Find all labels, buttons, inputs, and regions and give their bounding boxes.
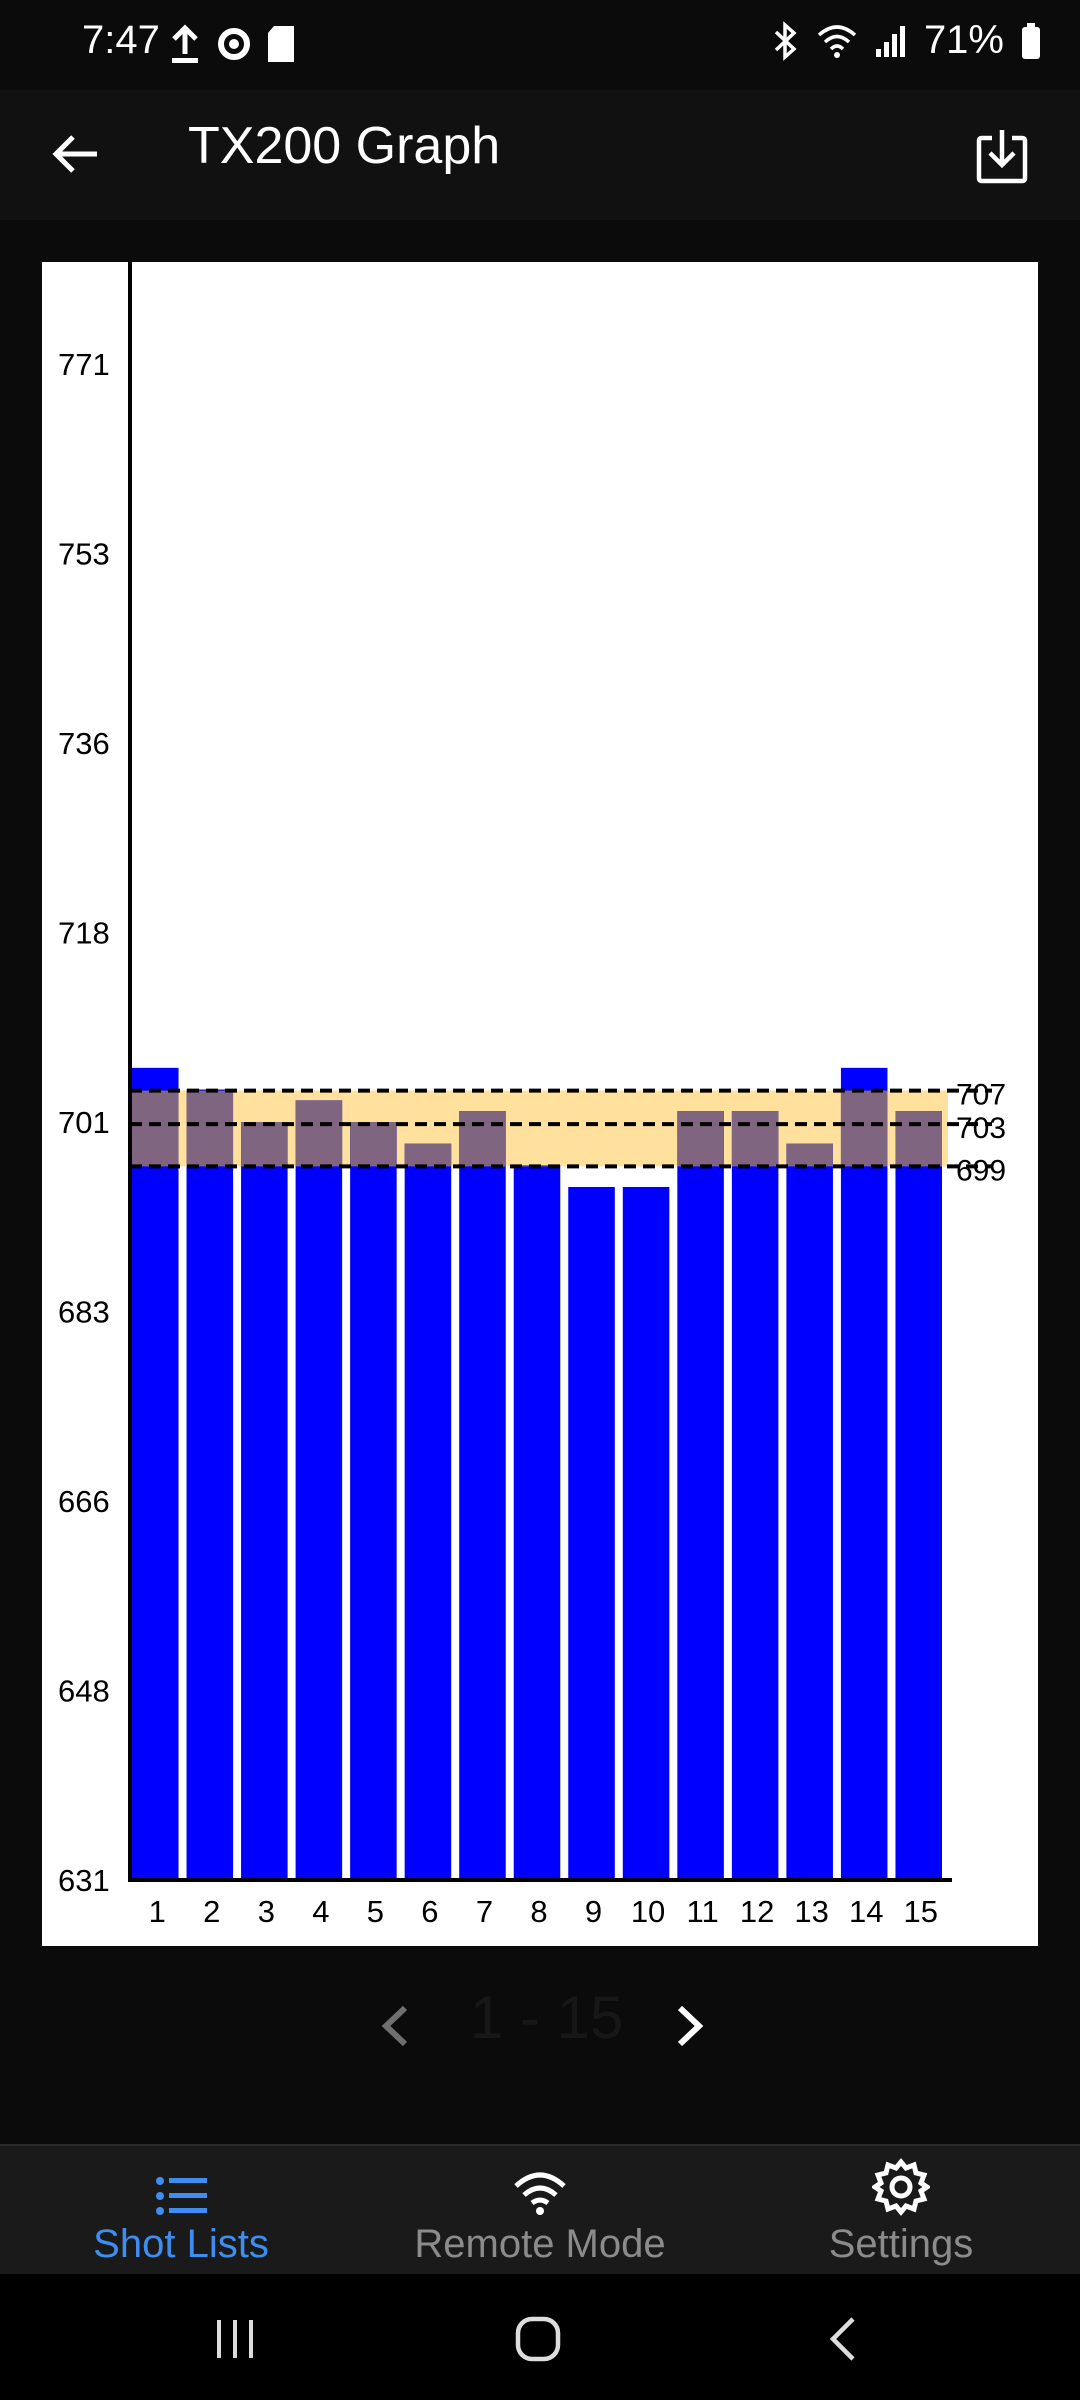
x-tick-label: 15 xyxy=(903,1894,937,1929)
bar xyxy=(241,1122,288,1880)
sync-icon xyxy=(218,28,250,60)
bottom-navigation: Shot Lists Remote Mode Settings xyxy=(0,2144,1080,2276)
bar xyxy=(459,1111,506,1880)
pager-label: 1 - 15 xyxy=(470,1984,624,2051)
list-icon xyxy=(156,2177,207,2215)
reference-line-label: 707 xyxy=(956,1079,1006,1112)
pager: 1 - 15 xyxy=(0,1965,1080,2075)
nav-settings[interactable]: Settings xyxy=(751,2146,1051,2276)
wifi-icon xyxy=(817,24,857,58)
bar-band-overlap xyxy=(677,1111,724,1167)
nav-settings-label: Settings xyxy=(828,2222,974,2266)
reference-line-label: 703 xyxy=(956,1112,1006,1145)
bar-band-overlap xyxy=(241,1122,288,1167)
status-left-icons xyxy=(168,22,296,66)
x-tick-label: 12 xyxy=(740,1894,774,1929)
bar xyxy=(840,1067,888,1880)
upload-icon xyxy=(172,24,198,63)
bar xyxy=(895,1111,942,1880)
signal-icon xyxy=(875,25,905,57)
reference-line-label: 699 xyxy=(956,1154,1006,1187)
bar xyxy=(186,1089,234,1880)
bar xyxy=(731,1111,779,1880)
bar xyxy=(132,1067,179,1880)
nav-remote-mode-label: Remote Mode xyxy=(414,2222,666,2266)
bar-band-overlap xyxy=(350,1122,397,1167)
pager-prev-button[interactable] xyxy=(360,1991,430,2061)
status-right: 71% xyxy=(770,18,1042,63)
bar xyxy=(677,1111,724,1880)
battery-icon xyxy=(1022,22,1040,59)
recent-apps-button[interactable] xyxy=(195,2304,275,2374)
y-tick-label: 631 xyxy=(58,1863,110,1898)
bar-band-overlap xyxy=(295,1100,343,1167)
x-tick-label: 7 xyxy=(476,1894,493,1929)
back-button[interactable] xyxy=(40,118,112,190)
x-tick-label: 10 xyxy=(631,1894,665,1929)
x-tick-label: 5 xyxy=(367,1894,384,1929)
download-icon xyxy=(976,130,1028,184)
status-time: 7:47 xyxy=(82,18,160,62)
bar-band-overlap xyxy=(786,1143,833,1167)
x-tick-label: 6 xyxy=(421,1894,438,1929)
y-tick-label: 771 xyxy=(58,347,110,382)
bar-band-overlap xyxy=(404,1143,452,1167)
y-tick-label: 648 xyxy=(58,1674,110,1709)
arrow-left-icon xyxy=(52,135,97,173)
download-button[interactable] xyxy=(960,114,1044,198)
y-tick-label: 736 xyxy=(58,726,110,761)
bar-band-overlap xyxy=(840,1090,888,1167)
nav-shot-lists-label: Shot Lists xyxy=(93,2222,269,2266)
y-tick-label: 753 xyxy=(58,537,110,572)
gear-icon xyxy=(872,2158,930,2216)
bar-band-overlap xyxy=(731,1111,779,1167)
x-tick-label: 9 xyxy=(585,1894,602,1929)
battery-level: 71% xyxy=(923,18,1004,62)
bar xyxy=(513,1165,561,1880)
x-tick-label: 11 xyxy=(687,1894,719,1929)
pager-next-button[interactable] xyxy=(655,1991,725,2061)
x-tick-label: 14 xyxy=(849,1894,883,1929)
app-bar: TX200 Graph xyxy=(0,90,1080,220)
status-bar: 7:47 71% xyxy=(0,0,1080,90)
system-back-button[interactable] xyxy=(802,2304,882,2374)
bluetooth-icon xyxy=(774,20,797,61)
bar xyxy=(622,1186,670,1880)
content-area: 707 703 699 771 753 736 718 701 683 666 648 631 1 2 3 4… xyxy=(0,220,1080,2144)
home-button[interactable] xyxy=(498,2304,578,2374)
bar xyxy=(568,1186,615,1880)
chevron-left-icon xyxy=(381,2005,408,2047)
x-tick-label: 2 xyxy=(203,1894,220,1929)
chevron-right-icon xyxy=(677,2005,704,2047)
home-icon xyxy=(515,2316,561,2362)
x-tick-label: 1 xyxy=(149,1894,166,1929)
wifi-icon xyxy=(514,2172,566,2215)
bar-band-overlap xyxy=(186,1090,234,1167)
nav-shot-lists[interactable]: Shot Lists xyxy=(31,2146,331,2276)
x-tick-label: 3 xyxy=(258,1894,275,1929)
chart-container: 707 703 699 771 753 736 718 701 683 666 648 631 1 2 3 4… xyxy=(42,262,1038,1946)
page-title: TX200 Graph xyxy=(188,117,501,175)
bar-band-overlap xyxy=(895,1111,942,1167)
x-tick-label: 8 xyxy=(530,1894,547,1929)
x-tick-label: 4 xyxy=(312,1894,329,1929)
x-tick-label: 13 xyxy=(794,1894,828,1929)
sd-card-icon xyxy=(268,26,294,62)
bar-band-overlap xyxy=(459,1111,506,1167)
system-navigation xyxy=(0,2274,1080,2400)
y-tick-label: 718 xyxy=(58,916,110,951)
y-tick-label: 683 xyxy=(58,1295,110,1330)
bar xyxy=(350,1122,397,1880)
y-tick-label: 666 xyxy=(58,1484,110,1519)
bar xyxy=(295,1100,343,1880)
bar xyxy=(786,1143,833,1880)
recent-apps-icon xyxy=(217,2320,253,2358)
y-tick-label: 701 xyxy=(58,1105,110,1140)
nav-remote-mode[interactable]: Remote Mode xyxy=(390,2146,690,2276)
bar xyxy=(404,1143,452,1880)
bar-band-overlap xyxy=(132,1090,179,1167)
back-icon xyxy=(829,2317,855,2361)
